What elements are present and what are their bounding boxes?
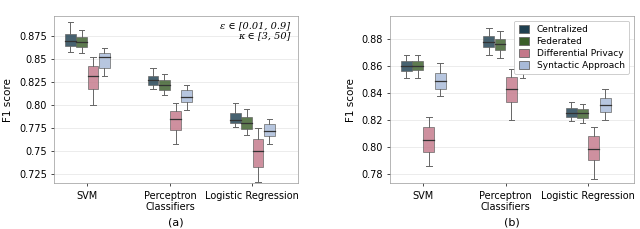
Bar <box>588 136 599 160</box>
Legend: Centralized, Federated, Differential Privacy, Syntactic Approach: Centralized, Federated, Differential Pri… <box>514 21 629 74</box>
Text: ε ∈ [0.01, 0.9]
κ ∈ [3, 50]: ε ∈ [0.01, 0.9] κ ∈ [3, 50] <box>220 21 291 41</box>
Bar <box>401 60 412 71</box>
Y-axis label: F1 score: F1 score <box>3 78 13 122</box>
X-axis label: (a): (a) <box>168 218 184 228</box>
Bar <box>412 60 423 70</box>
Bar <box>264 124 275 136</box>
Bar <box>88 66 99 89</box>
Bar <box>424 127 434 152</box>
Bar <box>253 139 264 167</box>
Bar <box>230 113 241 123</box>
Bar <box>76 37 87 47</box>
Bar <box>241 117 252 129</box>
Bar <box>495 39 506 50</box>
Bar <box>517 57 528 71</box>
Bar <box>170 111 181 130</box>
Bar <box>65 34 76 46</box>
Bar <box>600 98 611 112</box>
Bar <box>182 90 192 102</box>
Text: ε ∈ [0.01, 0.9]
κ ∈ [3, 50]: ε ∈ [0.01, 0.9] κ ∈ [3, 50] <box>556 21 627 41</box>
Bar <box>566 108 577 117</box>
Bar <box>99 53 109 68</box>
Bar <box>435 73 445 89</box>
Bar <box>577 109 588 118</box>
Y-axis label: F1 score: F1 score <box>346 78 356 122</box>
Bar <box>483 36 494 47</box>
Bar <box>148 76 158 85</box>
Bar <box>159 80 170 90</box>
Bar <box>506 77 516 102</box>
X-axis label: (b): (b) <box>504 218 520 228</box>
